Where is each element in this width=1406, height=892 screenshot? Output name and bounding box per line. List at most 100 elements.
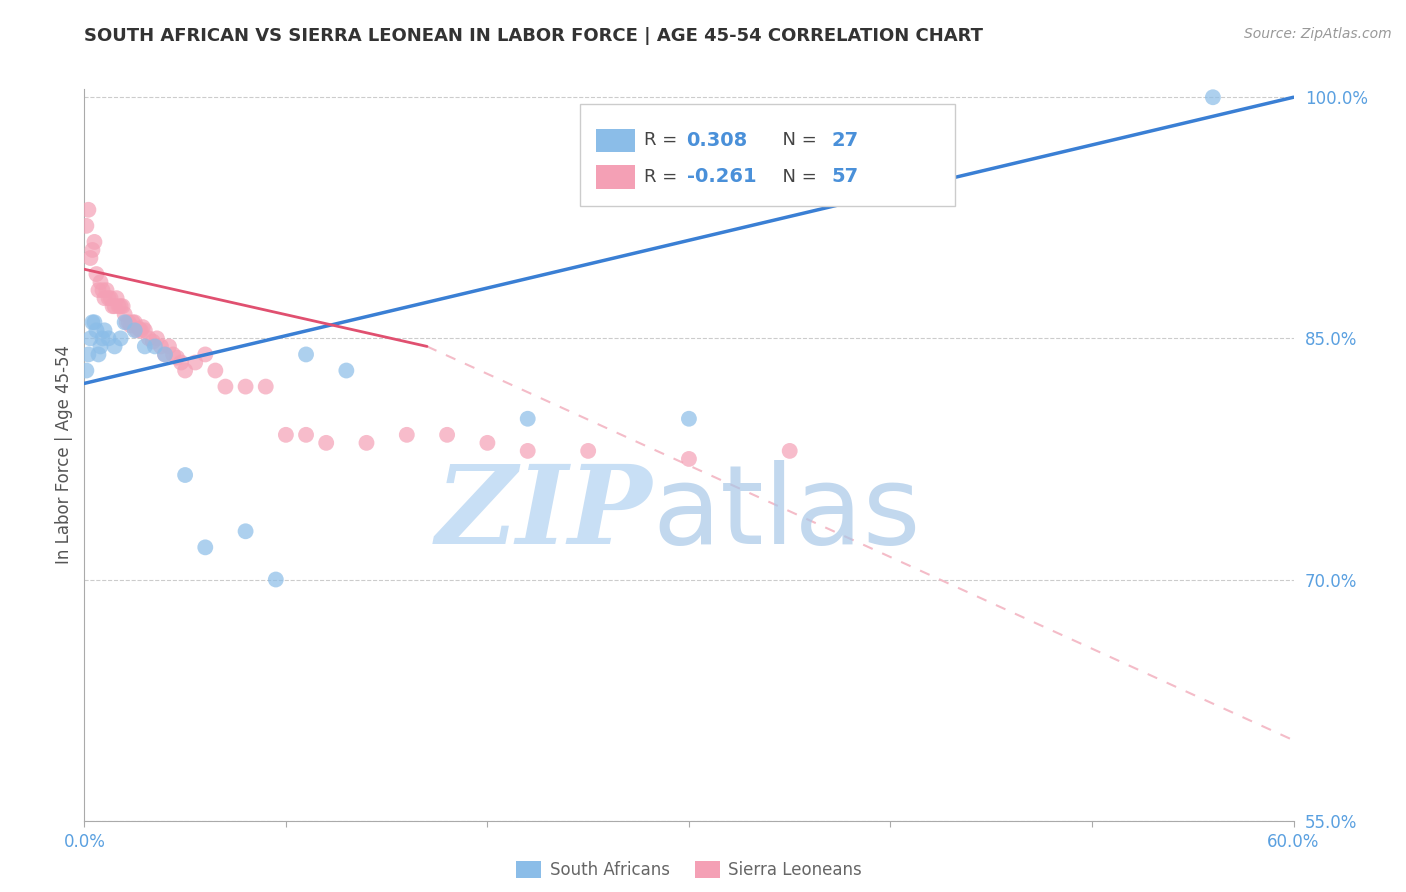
Point (153, 347, 176, 361)
FancyBboxPatch shape (596, 128, 634, 153)
Point (170, 355, 193, 369)
Text: SOUTH AFRICAN VS SIERRA LEONEAN IN LABOR FORCE | AGE 45-54 CORRELATION CHART: SOUTH AFRICAN VS SIERRA LEONEAN IN LABOR… (84, 27, 983, 45)
Point (138, 331, 160, 345)
FancyBboxPatch shape (581, 103, 955, 206)
Point (516, 443, 538, 458)
FancyBboxPatch shape (596, 165, 634, 189)
Point (516, 411, 538, 425)
Point (132, 320, 155, 334)
Point (87, 347, 110, 361)
Y-axis label: In Labor Force | Age 45-54: In Labor Force | Age 45-54 (55, 345, 73, 565)
Point (235, 524, 257, 539)
Point (91, 283, 114, 297)
Point (86, 323, 108, 337)
Point (118, 315, 141, 329)
Point (129, 323, 152, 337)
Text: 0.308: 0.308 (686, 131, 748, 150)
Point (77, 202, 100, 217)
Point (104, 299, 127, 313)
Point (295, 347, 318, 361)
Point (75, 363, 97, 377)
Point (89, 275, 111, 289)
Point (124, 315, 146, 329)
Point (77, 347, 100, 361)
Text: atlas: atlas (652, 460, 921, 567)
Point (124, 323, 146, 337)
Point (110, 299, 132, 313)
Point (1202, 90, 1225, 104)
Point (214, 379, 236, 393)
Point (104, 339, 127, 353)
Point (356, 435, 378, 450)
Point (128, 322, 150, 336)
Point (149, 339, 172, 353)
Point (97, 291, 120, 305)
Point (125, 323, 148, 337)
Point (134, 323, 156, 337)
Point (100, 291, 122, 305)
Text: R =: R = (644, 168, 683, 186)
Point (235, 379, 257, 393)
Point (184, 355, 207, 369)
Point (114, 307, 136, 321)
Point (111, 299, 134, 313)
Point (678, 452, 700, 467)
Point (110, 331, 132, 345)
Point (93, 323, 115, 337)
Point (142, 334, 165, 349)
Text: Source: ZipAtlas.com: Source: ZipAtlas.com (1244, 27, 1392, 41)
Point (93, 291, 115, 305)
Text: R =: R = (644, 131, 683, 149)
Point (315, 435, 337, 450)
Point (115, 315, 138, 329)
Point (91, 331, 114, 345)
Point (105, 291, 128, 305)
Point (75, 219, 97, 233)
Point (101, 299, 124, 313)
Point (82, 315, 104, 329)
Point (146, 331, 169, 345)
Point (79, 331, 101, 345)
Point (295, 427, 318, 442)
Point (153, 347, 176, 361)
Point (678, 411, 700, 425)
Point (576, 443, 599, 458)
Point (120, 318, 142, 333)
Point (395, 427, 418, 442)
Point (79, 251, 101, 265)
Point (107, 299, 129, 313)
Point (174, 468, 197, 483)
Point (194, 347, 217, 361)
Point (121, 315, 143, 329)
Text: ZIP: ZIP (436, 459, 652, 567)
Text: 27: 27 (831, 131, 859, 150)
Point (166, 351, 188, 365)
Point (157, 339, 180, 353)
Point (204, 363, 226, 377)
Point (97, 331, 120, 345)
Point (87, 283, 110, 297)
Text: N =: N = (770, 168, 823, 186)
Point (86, 267, 108, 281)
Point (83, 235, 105, 249)
Point (114, 315, 136, 329)
Point (143, 339, 166, 353)
Point (335, 363, 357, 377)
Point (779, 443, 801, 458)
Point (477, 435, 499, 450)
Point (436, 427, 458, 442)
Legend: South Africans, Sierra Leoneans: South Africans, Sierra Leoneans (509, 854, 869, 886)
Point (274, 427, 297, 442)
Point (96, 283, 118, 297)
Point (134, 339, 156, 353)
Point (264, 573, 287, 587)
Point (83, 315, 105, 329)
Point (174, 363, 197, 377)
Point (162, 347, 184, 361)
Text: 57: 57 (831, 168, 859, 186)
Point (89, 339, 111, 353)
Text: -0.261: -0.261 (686, 168, 756, 186)
Point (254, 379, 277, 393)
Text: N =: N = (770, 131, 823, 149)
Point (82, 243, 104, 257)
